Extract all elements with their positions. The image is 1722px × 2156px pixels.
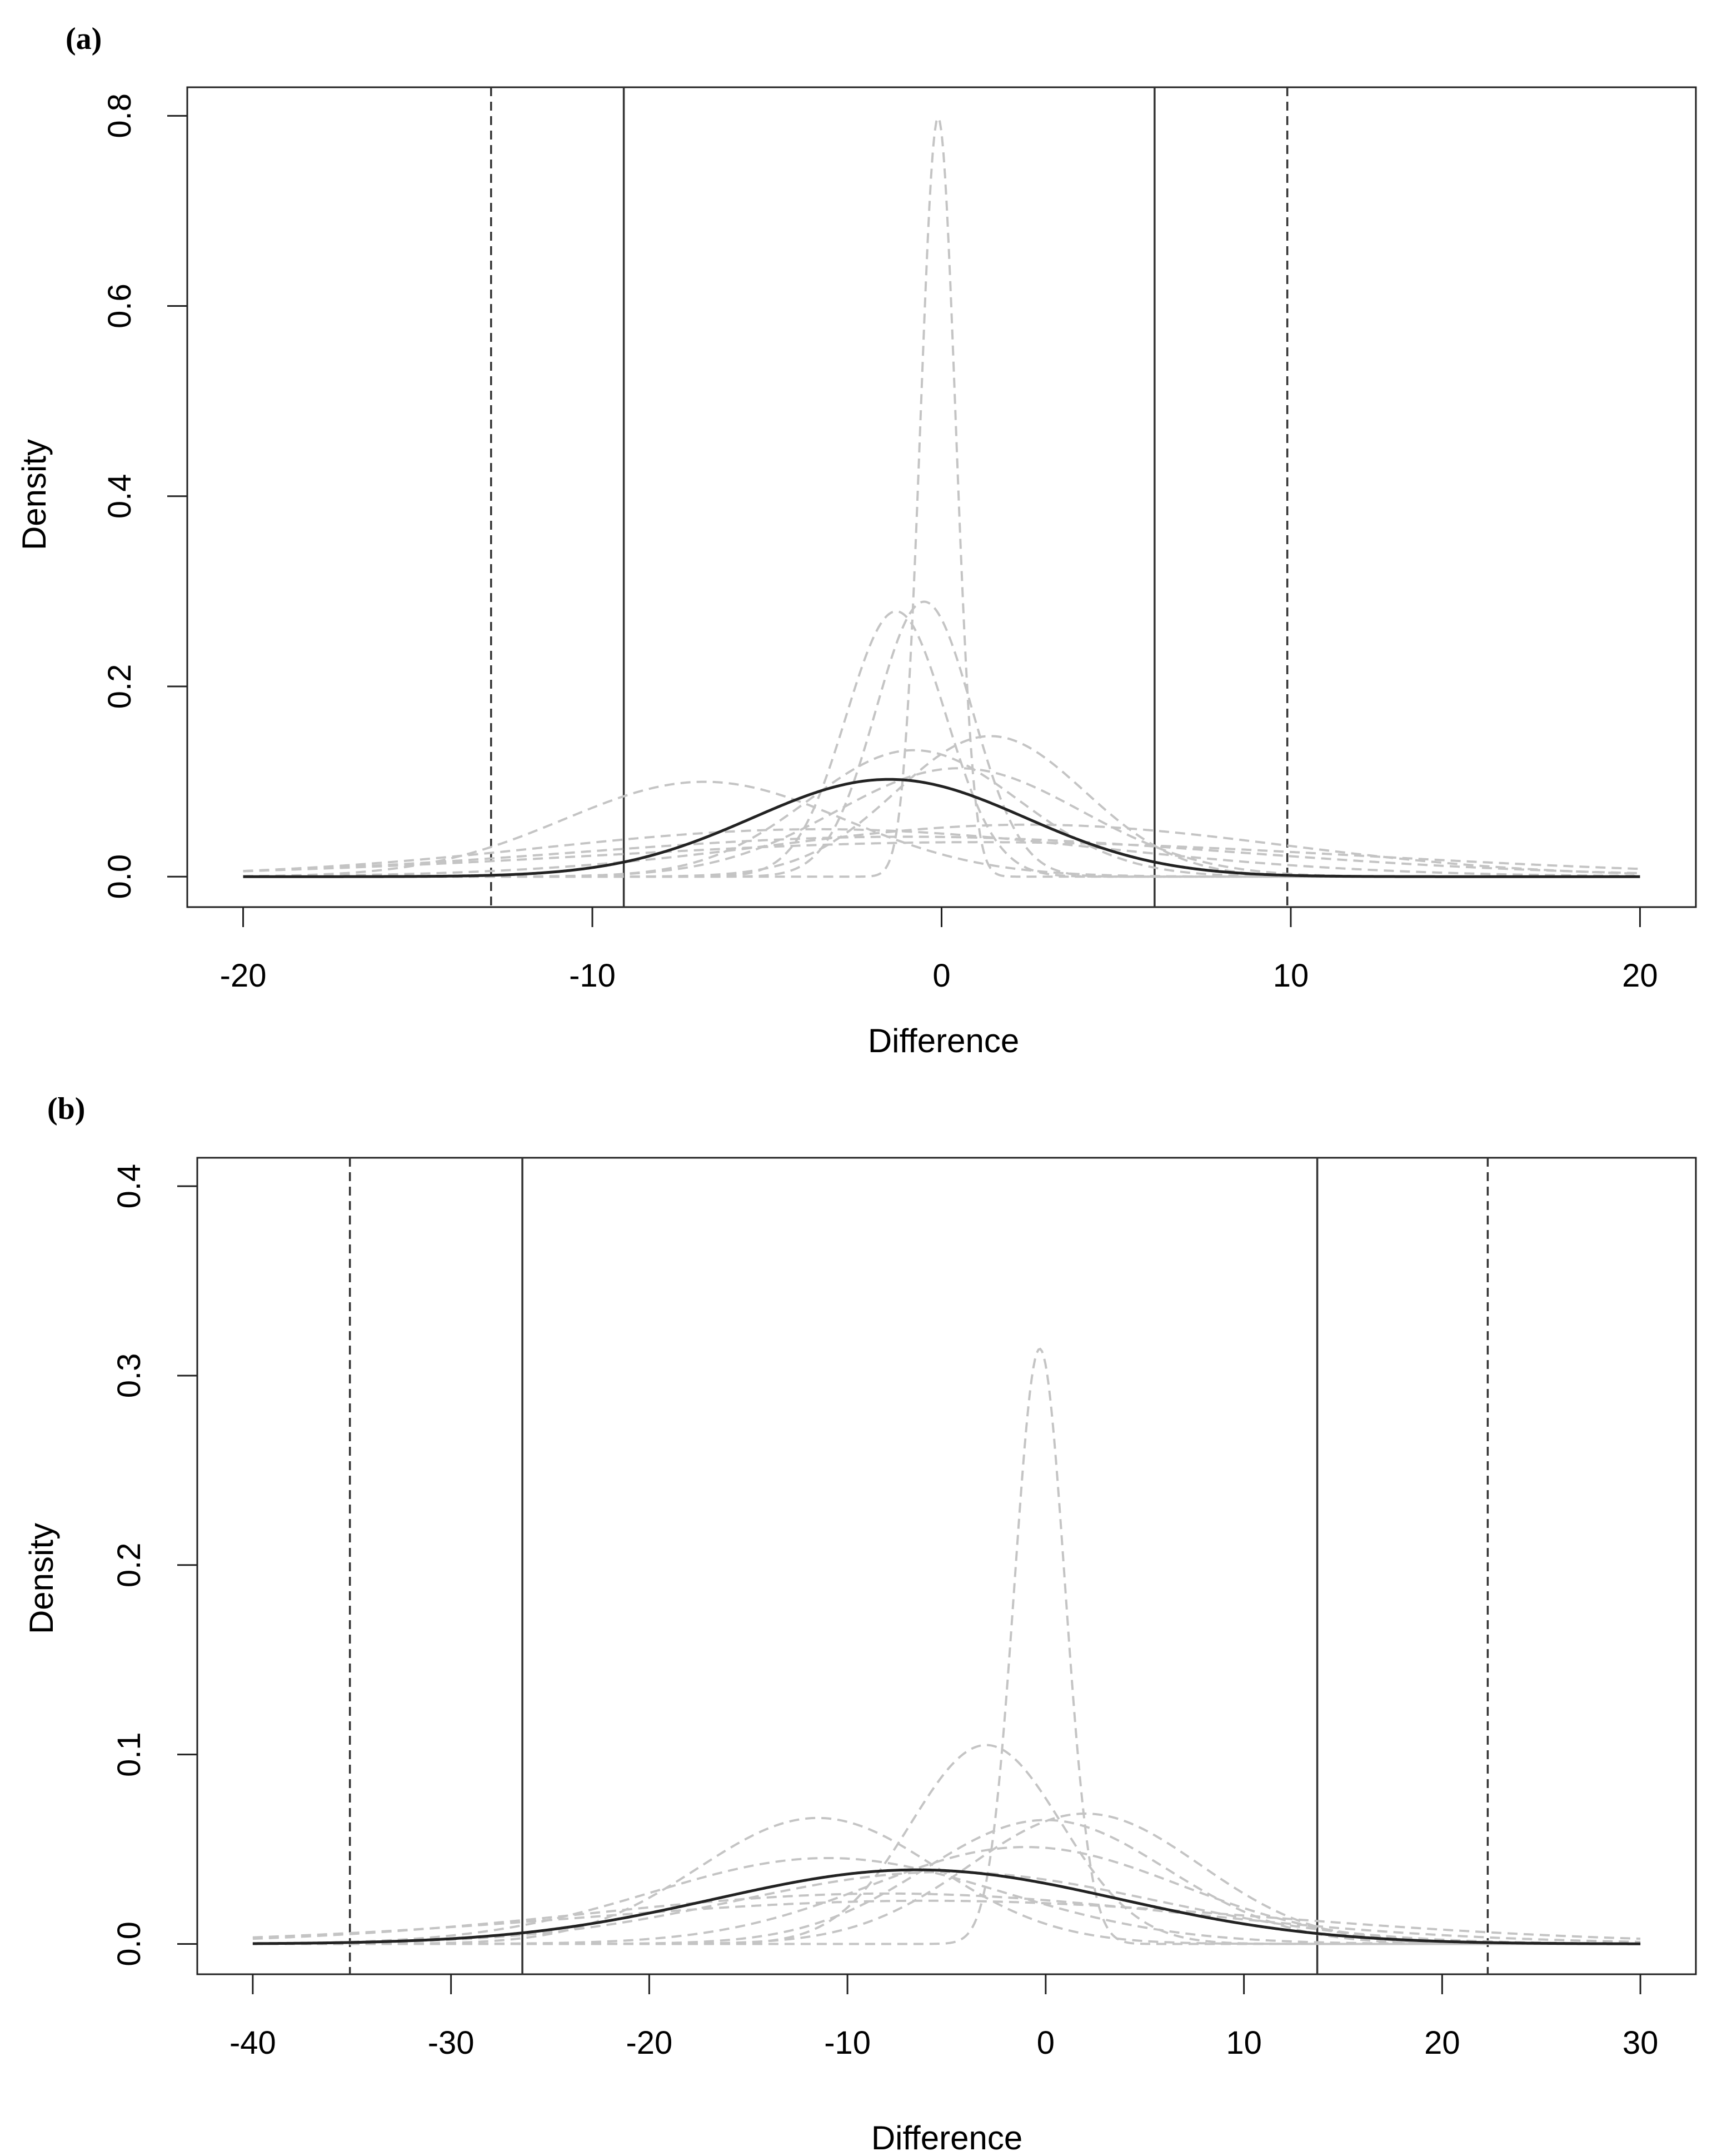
x-tick-label: -20: [626, 2025, 672, 2061]
y-tick-label: 0.4: [102, 474, 138, 519]
panel-b-y-axis-title: Density: [23, 1523, 60, 1634]
x-tick-label: 10: [1273, 958, 1309, 994]
study-density-curve: [243, 835, 1640, 874]
x-tick-label: -30: [428, 2025, 475, 2061]
panel-b-density-chart: (b) Difference Density -40 -30 -20 -10 0 10 20…: [23, 1092, 1697, 2156]
y-tick-label: 0.2: [111, 1542, 147, 1587]
panel-a-y-axis-title: Density: [16, 439, 53, 550]
pooled-density-curve: [243, 778, 1640, 878]
plot-area: [243, 87, 1640, 907]
x-tick-label: -10: [824, 2025, 871, 2061]
pooled-density-curve: [252, 1868, 1641, 1945]
panel-b-x-axis-title: Difference: [871, 2119, 1022, 2156]
x-tick-label: 30: [1623, 2025, 1659, 2061]
x-tick-label: 20: [1424, 2025, 1460, 2061]
y-tick-label: 0.1: [111, 1732, 147, 1777]
study-density-curve: [243, 780, 1640, 878]
y-tick-label: 0.0: [102, 854, 138, 899]
study-density-curve: [243, 823, 1640, 878]
panel-a-label: (a): [66, 22, 102, 56]
y-tick-label: 0.3: [111, 1353, 147, 1398]
x-tick-label: -10: [569, 958, 616, 994]
panel-b-label: (b): [47, 1092, 85, 1126]
x-tick-label: -40: [229, 2025, 276, 2061]
y-tick-label: 0.0: [111, 1921, 147, 1966]
y-tick-label: 0.2: [102, 664, 138, 709]
study-density-curve: [243, 841, 1640, 873]
study-density-curve: [243, 828, 1640, 878]
study-density-curve: [252, 1856, 1641, 1945]
y-tick-label: 0.6: [102, 283, 138, 328]
x-tick-label: 20: [1622, 958, 1658, 994]
y-tick-label: 0.4: [111, 1164, 147, 1209]
x-tick-label: 10: [1226, 2025, 1262, 2061]
x-tick-label: 0: [932, 958, 950, 994]
x-tick-label: -20: [220, 958, 267, 994]
panel-a-density-chart: (a) Difference Density -20 -10 0 10 20 0.0 0.2…: [16, 22, 1697, 1059]
x-tick-label: 0: [1037, 2025, 1055, 2061]
y-tick-label: 0.8: [102, 93, 138, 138]
plot-area: [252, 1158, 1641, 1974]
study-density-curve: [252, 1899, 1641, 1940]
panel-a-x-axis-title: Difference: [868, 1022, 1019, 1059]
study-density-curve: [252, 1816, 1641, 1945]
